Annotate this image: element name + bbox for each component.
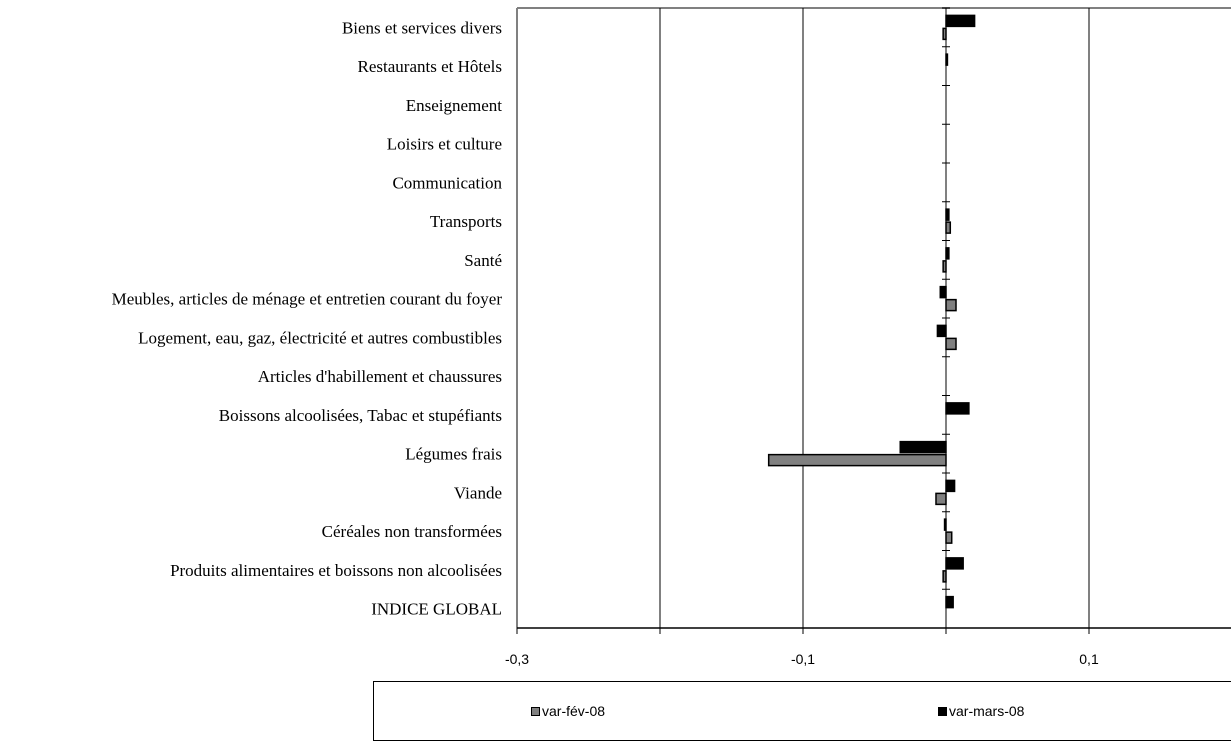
bar-var-mars-08-cereales-non-transformees	[943, 518, 947, 531]
category-label-transports: Transports	[430, 212, 502, 231]
bar-var-fev-08-viande	[935, 492, 947, 506]
category-label-articles-d-habillement-et-chaussures: Articles d'habillement et chaussures	[258, 367, 502, 386]
bar-var-mars-08-indice-global	[945, 595, 954, 609]
legend-label-var-mars-08: var-mars-08	[949, 703, 1025, 719]
bar-var-mars-08-produits-alimentaires-et-boissons-non-alcoolisees	[945, 557, 964, 570]
bar-var-mars-08-restaurants-et-hotels	[945, 53, 949, 66]
bar-var-mars-08-transports	[945, 208, 950, 221]
x-tick-label: -0,3	[505, 651, 529, 667]
category-label-logement-eau-gaz-electricite-et-autres-combustibles: Logement, eau, gaz, électricité et autre…	[138, 328, 502, 347]
category-label-meubles-articles-de-menage-et-entretien-courant-du-foyer: Meubles, articles de ménage et entretien…	[112, 290, 503, 309]
x-tick-label: 0,1	[1079, 651, 1099, 667]
bar-var-mars-08-sante	[945, 247, 950, 260]
category-label-indice-global: INDICE GLOBAL	[371, 600, 502, 619]
chart-legend: var-fév-08 var-mars-08	[373, 681, 1231, 741]
bar-var-fev-08-produits-alimentaires-et-boissons-non-alcoolisees	[942, 570, 947, 583]
category-label-legumes-frais: Légumes frais	[405, 445, 502, 464]
category-label-produits-alimentaires-et-boissons-non-alcoolisees: Produits alimentaires et boissons non al…	[170, 561, 502, 580]
category-label-restaurants-et-hotels: Restaurants et Hôtels	[358, 57, 502, 76]
bar-var-mars-08-legumes-frais	[899, 440, 947, 454]
category-label-viande: Viande	[454, 483, 502, 502]
category-label-communication: Communication	[392, 173, 502, 192]
bar-var-fev-08-logement-eau-gaz-electricite-et-autres-combustibles	[945, 337, 957, 351]
category-label-enseignement: Enseignement	[406, 96, 503, 115]
bar-var-fev-08-meubles-articles-de-menage-et-entretien-courant-du-foyer	[945, 298, 957, 312]
bar-var-fev-08-legumes-frais	[767, 453, 947, 467]
category-label-loisirs-et-culture: Loisirs et culture	[387, 135, 502, 154]
legend-item-var-mars-08: var-mars-08	[938, 703, 1024, 719]
bar-var-mars-08-viande	[945, 479, 956, 493]
bar-var-mars-08-boissons-alcoolisees-tabac-et-stupefiants	[945, 402, 970, 415]
bar-var-fev-08-biens-et-services-divers	[942, 27, 947, 41]
category-label-boissons-alcoolisees-tabac-et-stupefiants: Boissons alcoolisées, Tabac et stupéfian…	[219, 406, 502, 425]
bar-var-mars-08-biens-et-services-divers	[945, 14, 976, 28]
legend-swatch-var-mars-08	[938, 706, 947, 716]
bar-var-fev-08-sante	[942, 260, 947, 273]
bar-var-fev-08-cereales-non-transformees	[945, 531, 953, 544]
bar-var-fev-08-transports	[945, 221, 952, 234]
category-label-sante: Santé	[464, 251, 502, 270]
legend-swatch-var-fev-08	[531, 706, 540, 716]
x-tick-label: -0,1	[791, 651, 815, 667]
bar-var-mars-08-logement-eau-gaz-electricite-et-autres-combustibles	[936, 324, 947, 338]
legend-item-var-fev-08: var-fév-08	[531, 703, 605, 719]
legend-label-var-fev-08: var-fév-08	[542, 703, 606, 719]
category-label-cereales-non-transformees: Céréales non transformées	[322, 522, 502, 541]
category-label-biens-et-services-divers: Biens et services divers	[342, 18, 502, 37]
bar-var-mars-08-meubles-articles-de-menage-et-entretien-courant-du-foyer	[939, 285, 947, 299]
